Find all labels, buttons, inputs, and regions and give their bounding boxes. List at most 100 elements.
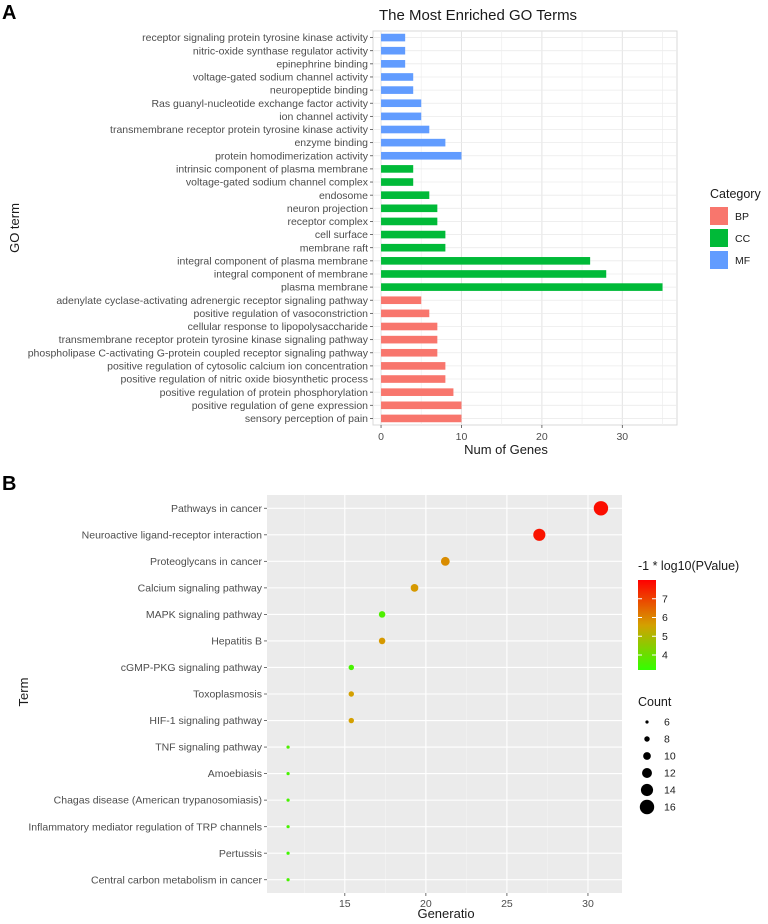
bar (381, 138, 446, 147)
bar (381, 73, 414, 81)
y-tick-label: ion channel activity (279, 111, 368, 123)
legend-label: MF (735, 255, 750, 267)
go-terms-bar-chart: The Most Enriched GO Terms receptor sign… (7, 7, 761, 457)
bar (381, 151, 462, 160)
y-tick-label: TNF signaling pathway (155, 742, 263, 754)
y-tick-label: cGMP-PKG signaling pathway (121, 662, 263, 674)
chart-b-color-legend: -1 * log10(PValue) 4 5 6 7 (638, 559, 739, 670)
data-point (348, 691, 355, 697)
bar (381, 335, 438, 344)
data-point (348, 664, 355, 671)
y-tick-label: Calcium signaling pathway (138, 582, 263, 594)
y-tick-label: voltage-gated sodium channel activity (193, 72, 369, 84)
bar (381, 230, 446, 239)
bar (381, 414, 462, 423)
y-tick-label: Hepatitis B (211, 636, 262, 648)
size-legend-label: 12 (664, 768, 676, 780)
data-point (440, 556, 450, 566)
bar (381, 191, 430, 199)
size-legend-label: 16 (664, 802, 676, 814)
chart-a-title: The Most Enriched GO Terms (379, 7, 577, 24)
x-tick-label: 30 (616, 431, 628, 443)
size-legend-title: Count (638, 695, 672, 709)
bar (381, 46, 406, 55)
y-tick-label: membrane raft (300, 242, 368, 254)
bar (381, 375, 446, 383)
bar (381, 283, 663, 291)
bar (381, 112, 422, 121)
chart-b-size-legend: Count 6 8 10 12 14 16 (638, 695, 676, 815)
y-tick-label: neuron projection (287, 203, 368, 215)
bar (381, 99, 422, 108)
data-point (286, 772, 290, 776)
bar (381, 348, 438, 357)
bar (381, 178, 414, 186)
legend-swatch (710, 229, 728, 247)
chart-b-points (286, 501, 609, 882)
chart-a-y-tick-labels: receptor signaling protein tyrosine kina… (28, 32, 373, 425)
y-tick-label: Proteoglycans in cancer (150, 556, 263, 568)
chart-a-legend-title: Category (710, 187, 761, 201)
size-legend-dot (639, 799, 655, 815)
y-tick-label: phospholipase C-activating G-protein cou… (28, 347, 369, 359)
color-bar-label: 6 (662, 612, 668, 624)
y-tick-label: transmembrane receptor protein tyrosine … (110, 124, 369, 136)
y-tick-label: integral component of plasma membrane (177, 255, 368, 267)
data-point (348, 717, 355, 724)
data-point (410, 584, 419, 592)
data-point (286, 825, 290, 829)
y-tick-label: transmembrane receptor protein tyrosine … (59, 334, 369, 346)
y-tick-label: positive regulation of protein phosphory… (160, 387, 369, 399)
y-tick-label: Neuroactive ligand-receptor interaction (82, 529, 263, 541)
data-point (593, 501, 609, 516)
y-tick-label: Central carbon metabolism in cancer (91, 874, 262, 886)
y-tick-label: Ras guanyl-nucleotide exchange factor ac… (151, 98, 368, 110)
y-tick-label: enzyme binding (294, 137, 368, 149)
y-tick-label: Inflammatory mediator regulation of TRP … (28, 821, 262, 833)
kegg-pathway-bubble-chart: Pathways in cancer Neuroactive ligand-rec… (16, 495, 739, 921)
y-tick-label: cell surface (315, 229, 368, 241)
y-tick-label: Toxoplasmosis (193, 689, 262, 701)
y-tick-label: plasma membrane (281, 282, 368, 294)
data-point (378, 611, 386, 618)
data-point (286, 798, 290, 802)
bar (381, 257, 591, 265)
chart-a-y-axis-title: GO term (7, 203, 22, 253)
y-tick-label: Amoebiasis (208, 768, 262, 780)
y-tick-label: cellular response to lipopolysaccharide (188, 321, 369, 333)
y-tick-label: positive regulation of nitric oxide bios… (121, 374, 368, 386)
x-tick-label: 20 (536, 431, 548, 443)
bar (381, 388, 454, 396)
y-tick-label: positive regulation of cytosolic calcium… (107, 361, 368, 373)
size-legend-dot (643, 752, 651, 760)
bar (381, 322, 438, 331)
size-legend-label: 10 (664, 751, 676, 763)
bar (381, 270, 607, 278)
size-legend-label: 8 (664, 734, 670, 746)
size-legend-dot (645, 720, 649, 724)
x-tick-label: 15 (339, 898, 351, 910)
y-tick-label: Pathways in cancer (171, 503, 263, 515)
y-tick-label: sensory perception of pain (245, 413, 368, 425)
y-tick-label: voltage-gated sodium channel complex (186, 177, 369, 189)
color-bar-label: 4 (662, 650, 668, 662)
size-legend-dot (642, 768, 652, 778)
chart-b-y-tick-labels: Pathways in cancer Neuroactive ligand-rec… (28, 503, 267, 886)
bar (381, 86, 414, 94)
data-point (378, 637, 386, 645)
size-legend-dot (640, 783, 654, 797)
y-tick-label: intrinsic component of plasma membrane (176, 164, 368, 176)
y-tick-label: receptor signaling protein tyrosine kina… (142, 32, 369, 44)
chart-b-x-tick-labels: 15 20 25 30 (339, 893, 594, 910)
y-tick-label: integral component of membrane (214, 269, 368, 281)
x-tick-label: 20 (420, 898, 432, 910)
bar (381, 165, 414, 173)
color-bar (638, 580, 656, 670)
color-bar-label: 7 (662, 593, 668, 605)
y-tick-label: protein homodimerization activity (215, 150, 369, 162)
bar (381, 33, 406, 42)
legend-swatch (710, 207, 728, 225)
legend-label: CC (735, 233, 751, 245)
bar (381, 296, 422, 305)
